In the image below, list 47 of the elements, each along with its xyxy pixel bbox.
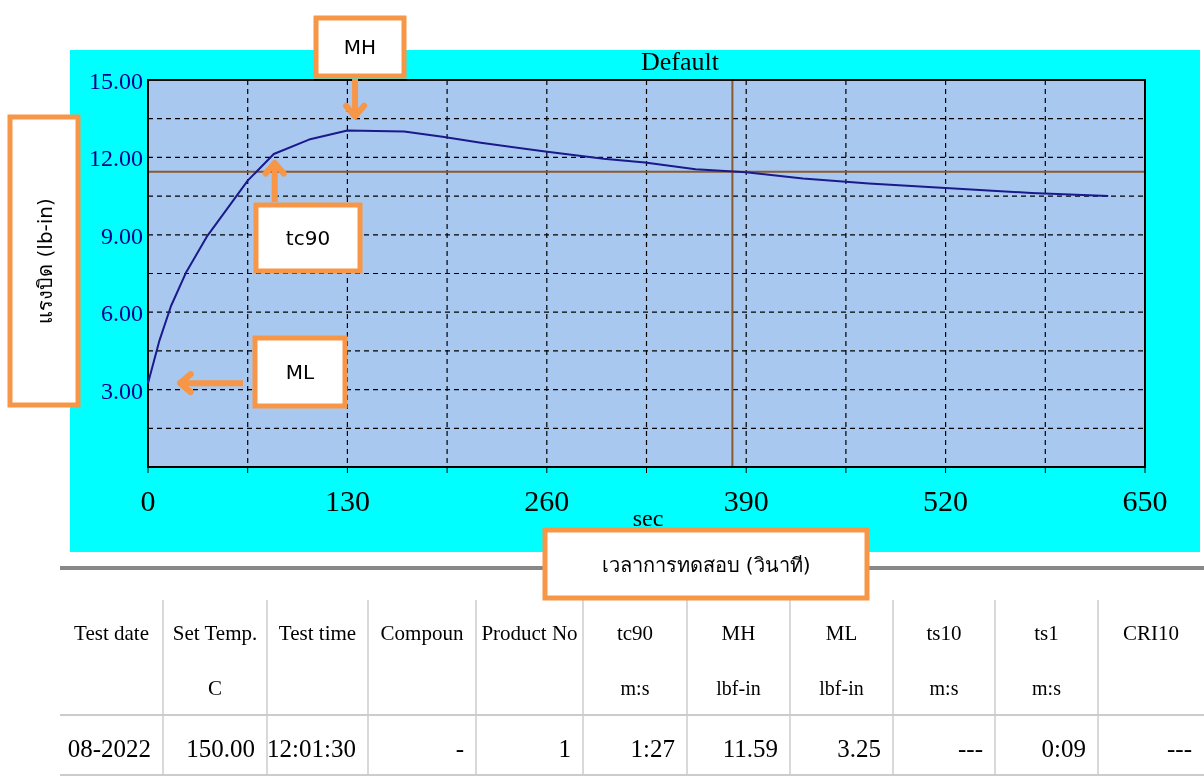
text: 1 bbox=[558, 735, 571, 762]
text: MH bbox=[343, 35, 377, 59]
text: 0:09 bbox=[1041, 735, 1086, 762]
text: ts10 bbox=[926, 621, 962, 645]
text: m:s bbox=[620, 677, 650, 699]
text: เวลาการทดสอบ (วินาที) bbox=[601, 553, 811, 577]
text: CRI10 bbox=[1122, 621, 1180, 645]
text: --- bbox=[1167, 735, 1192, 762]
text: - bbox=[455, 735, 464, 762]
line-series bbox=[147, 129, 1110, 385]
text: Product No bbox=[481, 621, 578, 645]
annotation: tc90 bbox=[285, 226, 331, 250]
text: ML bbox=[825, 621, 858, 645]
y-tick-label: 9.00 bbox=[101, 222, 143, 249]
text: 150.00 bbox=[186, 735, 255, 762]
text: --- bbox=[958, 735, 983, 762]
x-tick-label: 0 bbox=[140, 484, 156, 517]
x-tick-label: 390 bbox=[723, 484, 769, 517]
text: C bbox=[207, 676, 223, 700]
text: MH bbox=[721, 621, 756, 645]
text: 12:01:30 bbox=[267, 735, 356, 762]
text: m:s bbox=[1032, 677, 1062, 699]
y-tick-label: 3.00 bbox=[101, 377, 143, 404]
y-tick-label: 15.00 bbox=[89, 68, 143, 94]
text: 3.25 bbox=[837, 735, 881, 762]
text: Test date bbox=[74, 621, 149, 645]
text: Set Temp. bbox=[172, 621, 258, 645]
text: lbf-in bbox=[716, 677, 761, 699]
annotation: ML bbox=[285, 360, 316, 384]
text: tc90 bbox=[616, 621, 654, 645]
y-tick-label: 12.00 bbox=[89, 145, 143, 172]
text: Compoun bbox=[380, 621, 464, 645]
x-tick-label: 650 bbox=[1122, 484, 1168, 517]
x-tick-label: 260 bbox=[524, 484, 570, 517]
text: 08-2022 bbox=[67, 735, 151, 762]
text: 11.59 bbox=[722, 735, 778, 762]
text: lbf-in bbox=[819, 677, 864, 699]
text: ts1 bbox=[1034, 621, 1059, 645]
x-axis-title: sec bbox=[632, 505, 664, 531]
text: Test time bbox=[278, 621, 357, 645]
x-tick-label: 130 bbox=[324, 484, 370, 517]
y-axis-title: แรงบิด (lb-in) bbox=[33, 198, 57, 324]
chart-title: Default bbox=[641, 47, 720, 76]
text: m:s bbox=[929, 677, 959, 699]
y-tick-label: 6.00 bbox=[101, 300, 143, 327]
text: 1:27 bbox=[630, 735, 675, 762]
x-tick-label: 520 bbox=[923, 484, 969, 517]
